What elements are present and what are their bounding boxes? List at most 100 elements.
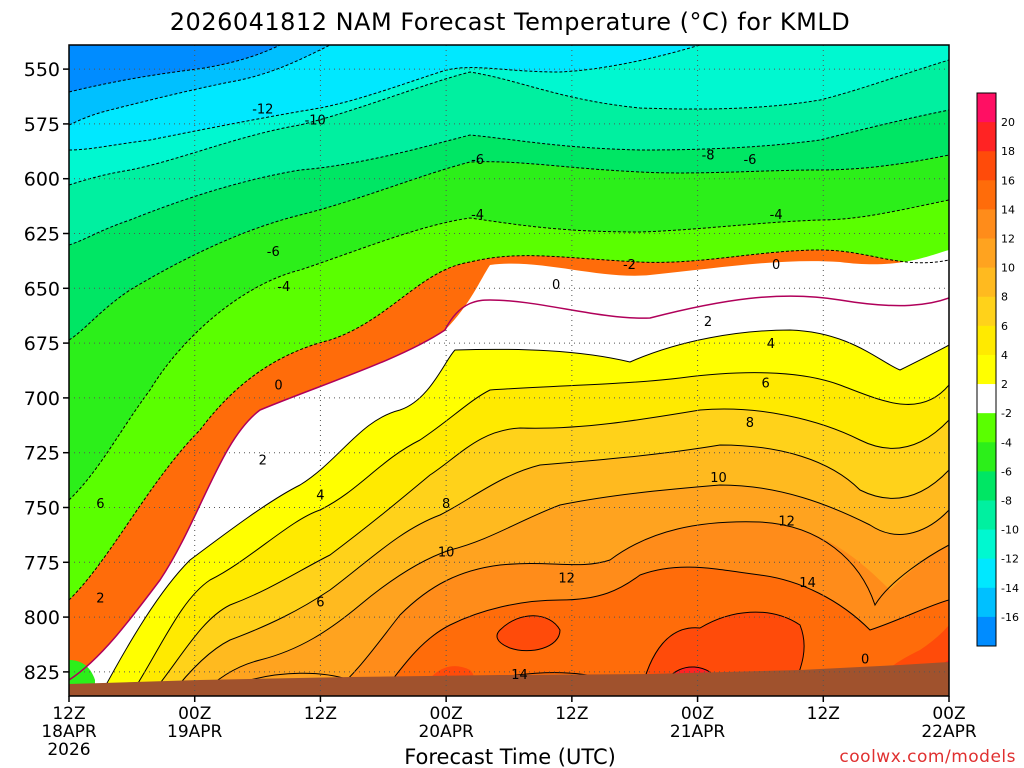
y-tick-label: 825	[24, 662, 60, 684]
contour-label: -4	[471, 208, 484, 223]
contour-label: -4	[277, 280, 290, 295]
contour-label: 12	[558, 572, 575, 587]
colorbar-swatch	[977, 413, 996, 443]
colorbar-label: -14	[1001, 582, 1019, 595]
contour-label: 8	[442, 497, 450, 512]
contour-label: 10	[710, 471, 727, 486]
contour-label: 14	[799, 576, 816, 591]
x-tick-label: 12Z	[304, 704, 337, 724]
temperature-fill	[69, 45, 949, 696]
colorbar-label: 18	[1001, 145, 1015, 158]
colorbar-swatch	[977, 442, 996, 472]
contour-label: -8	[702, 149, 715, 164]
y-axis: 550 575 600 625 650 675 700 725 750 775 800 825	[24, 59, 69, 684]
colorbar-swatch	[977, 93, 996, 123]
contour-label: -4	[770, 208, 783, 223]
contour-labels: -12 -10 -8 -6 -6 -4 -4 -6 -4 -2 0 0 0 2 4 6 8 2 4 8 10 12 10 12…	[96, 103, 869, 684]
colorbar-swatch	[977, 384, 996, 414]
colorbar-swatch	[977, 122, 996, 152]
colorbar-swatch	[977, 238, 996, 269]
x-tick-sublabel: 19APR	[167, 722, 223, 742]
colorbar-label: 16	[1001, 174, 1015, 187]
colorbar-label: 8	[1001, 291, 1008, 304]
contour-label: 2	[96, 591, 104, 606]
contour-label: -10	[305, 114, 326, 129]
x-axis-title: Forecast Time (UTC)	[404, 745, 616, 768]
y-tick-label: 725	[24, 443, 60, 465]
contour-label: 4	[767, 337, 775, 352]
colorbar-frame	[976, 92, 997, 647]
contour-label: 6	[762, 377, 770, 392]
colorbar-label: 2	[1001, 378, 1008, 391]
band-16a	[497, 615, 560, 651]
contour-label: 0	[861, 653, 869, 668]
contour-label: 14	[511, 668, 528, 683]
x-tick-label: 00Z	[178, 704, 211, 724]
colorbar-swatch	[977, 587, 996, 618]
colorbar-swatch	[977, 500, 996, 531]
contour-label: 6	[96, 497, 104, 512]
y-tick-label: 750	[24, 497, 60, 519]
x-tick-sublabel: 22APR	[921, 722, 977, 742]
y-tick-label: 625	[24, 224, 60, 246]
contour-label: 10	[438, 545, 455, 560]
colorbar-label: -2	[1001, 407, 1012, 420]
x-tick-sublabel: 2026	[47, 740, 90, 760]
colorbar-label: -12	[1001, 553, 1019, 566]
contour-label: 12	[778, 515, 795, 530]
colorbar-label: 4	[1001, 349, 1008, 362]
contour-label: 8	[746, 416, 754, 431]
colorbar-swatch	[977, 209, 996, 240]
x-tick-sublabel: 18APR	[41, 722, 97, 742]
x-tick-label: 12Z	[52, 704, 85, 724]
colorbar-swatch	[977, 354, 996, 385]
chart-title: 2026041812 NAM Forecast Temperature (°C)…	[170, 8, 850, 36]
x-tick-label: 12Z	[807, 704, 840, 724]
x-tick-sublabel: 21APR	[670, 722, 726, 742]
contour-label: 0	[552, 278, 560, 293]
terrain	[69, 662, 949, 696]
colorbar-swatch	[977, 529, 996, 560]
colorbar-label: 14	[1001, 203, 1015, 216]
colorbar-label: 12	[1001, 233, 1015, 246]
y-tick-label: 575	[24, 114, 60, 136]
x-tick-label: 00Z	[932, 704, 965, 724]
y-tick-label: 675	[24, 333, 60, 355]
y-tick-label: 700	[24, 388, 60, 410]
y-tick-label: 775	[24, 552, 60, 574]
contour-label: -6	[267, 245, 280, 260]
contour-label: 4	[316, 488, 324, 503]
contour-label: 0	[772, 258, 780, 273]
colorbar-swatch	[977, 180, 996, 210]
colorbar-swatch	[977, 296, 996, 327]
colorbar-label: -10	[1001, 524, 1019, 537]
colorbar-swatch	[977, 267, 996, 298]
colorbar-swatch	[977, 616, 996, 647]
band-m16	[69, 45, 280, 92]
colorbar-label: -4	[1001, 436, 1012, 449]
contour-label: -6	[743, 153, 756, 168]
colorbar-label: -16	[1001, 611, 1019, 624]
colorbar-swatch	[977, 471, 996, 501]
contour-label: -12	[252, 103, 273, 118]
colorbar-label: -6	[1001, 465, 1012, 478]
plot-frame	[68, 44, 950, 697]
contour-label: 2	[259, 453, 267, 468]
y-tick-label: 800	[24, 607, 60, 629]
band-14	[380, 567, 949, 696]
colorbar: 20 18 16 14 12 10 8 6 4 2 -2 -4 -6 -8 -10 -12 -14 -16	[976, 92, 1019, 647]
colorbar-swatch	[977, 151, 996, 181]
colorbar-label: 20	[1001, 116, 1015, 129]
credit-text: coolwx.com/models	[839, 747, 1016, 767]
contour-label: -6	[471, 153, 484, 168]
y-tick-label: 600	[24, 169, 60, 191]
colorbar-label: 10	[1001, 262, 1015, 275]
contour-label: 2	[704, 315, 712, 330]
colorbar-swatch	[977, 325, 996, 356]
contour-label: -2	[623, 258, 636, 273]
y-tick-label: 650	[24, 278, 60, 300]
x-tick-label: 00Z	[430, 704, 463, 724]
contour-label: 6	[316, 596, 324, 611]
